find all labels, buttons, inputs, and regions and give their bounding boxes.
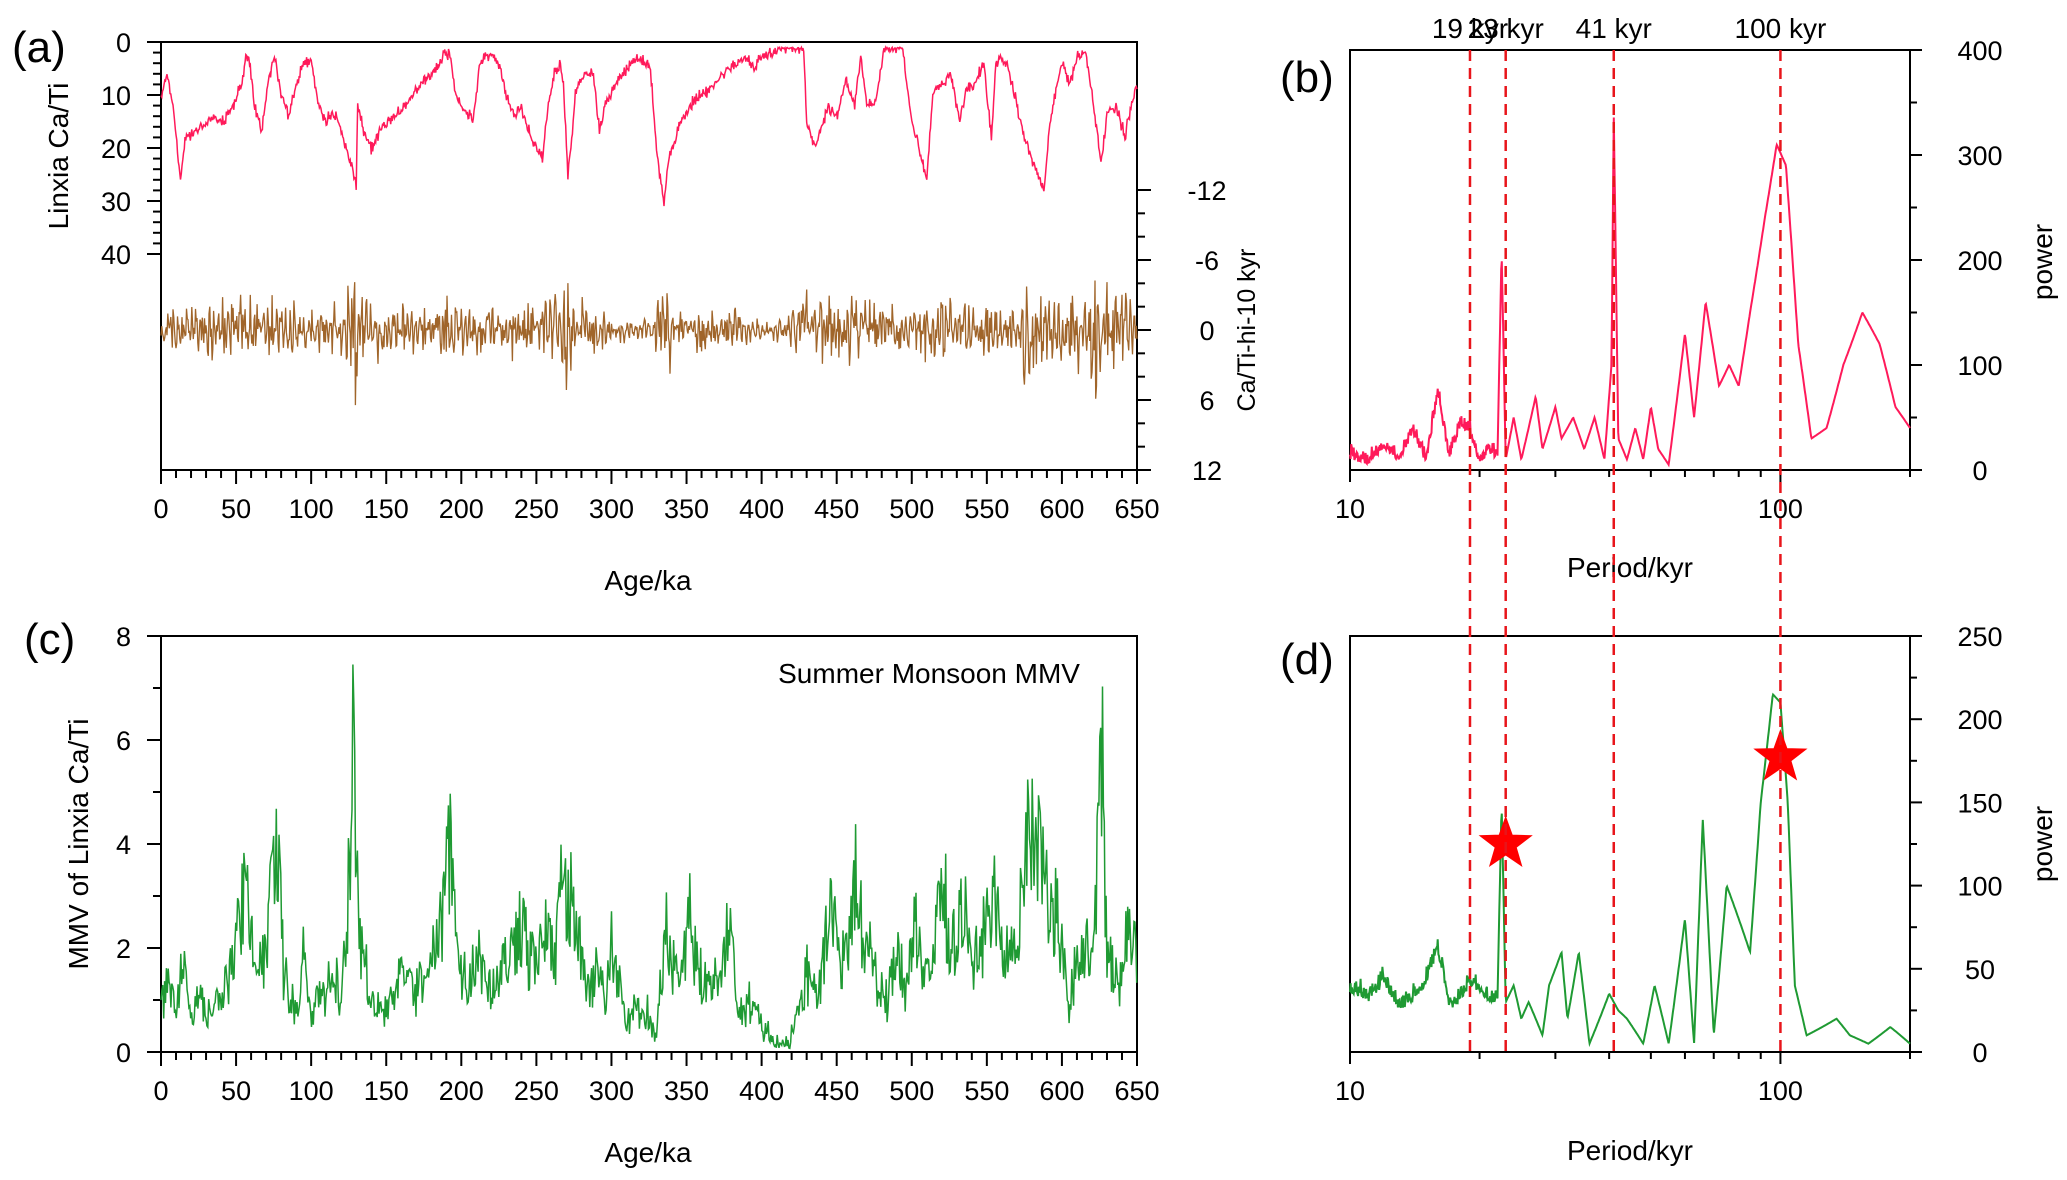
- cati-axis-tick-label: 30: [101, 187, 131, 217]
- panel-d-y-axis: 0 50 100 150 200 250: [1910, 622, 2003, 1068]
- hi-axis-tick-label: 12: [1192, 456, 1222, 486]
- power-axis-b-tick-label: 300: [1957, 141, 2002, 171]
- panel-c-y-axis: 0 2 4 6 8: [116, 622, 161, 1068]
- age-axis-c-tick-label: 100: [289, 1076, 334, 1106]
- period-label: 41 kyr: [1576, 13, 1652, 44]
- age-axis-tick-label: 550: [964, 494, 1009, 524]
- age-axis-tick-label: 500: [889, 494, 934, 524]
- hi-axis-tick-label: 6: [1199, 386, 1214, 416]
- period-label: 100 kyr: [1735, 13, 1827, 44]
- panel-d-frame: [1349, 635, 1911, 1053]
- age-axis-tick-label: 350: [664, 494, 709, 524]
- age-axis-tick-label: 250: [514, 494, 559, 524]
- age-axis-tick-label: 300: [589, 494, 634, 524]
- age-axis-tick-label: 400: [739, 494, 784, 524]
- panel-a-right-axis: -12 -6 0 6 12: [1137, 176, 1227, 486]
- power-axis-b-tick-label: 0: [1972, 456, 1987, 486]
- age-axis-tick-label: 450: [814, 494, 859, 524]
- period-axis-d-tick-label: 100: [1758, 1076, 1803, 1106]
- panel-b-x-axis-title: Period/kyr: [1567, 552, 1693, 583]
- power-axis-d-tick-label: 50: [1965, 955, 1995, 985]
- age-axis-c-tick-label: 500: [889, 1076, 934, 1106]
- power-axis-d-tick-label: 200: [1957, 705, 2002, 735]
- age-axis-c-tick-label: 150: [364, 1076, 409, 1106]
- panel-a-x-axis-title: Age/ka: [604, 565, 692, 596]
- panel-d: (d) 0 50 100 150 200 250 10 100 power Period/k…: [1280, 622, 2058, 1166]
- cati-axis-tick-label: 10: [101, 81, 131, 111]
- age-axis-c-tick-label: 450: [814, 1076, 859, 1106]
- age-axis-tick-label: 650: [1114, 494, 1159, 524]
- power-axis-b-tick-label: 200: [1957, 246, 2002, 276]
- age-axis-c-tick-label: 50: [221, 1076, 251, 1106]
- power-axis-d-tick-label: 0: [1972, 1038, 1987, 1068]
- power-axis-d-tick-label: 150: [1957, 788, 2002, 818]
- power-axis-d-tick-label: 250: [1957, 622, 2002, 652]
- cati-axis-tick-label: 20: [101, 134, 131, 164]
- panel-d-label: (d): [1280, 635, 1334, 684]
- age-axis-c-tick-label: 550: [964, 1076, 1009, 1106]
- star-icon: [1478, 815, 1533, 867]
- age-axis-c-tick-label: 600: [1039, 1076, 1084, 1106]
- period-axis-d-tick-label: 10: [1335, 1076, 1365, 1106]
- mmv-axis-tick-label: 4: [116, 830, 131, 860]
- age-axis-tick-label: 50: [221, 494, 251, 524]
- period-axis-b-tick-label: 10: [1335, 494, 1365, 524]
- series-cati-power-spectrum: [1349, 117, 1911, 468]
- panel-c-y-axis-title: MMV of Linxia Ca/Ti: [63, 718, 94, 969]
- series-linxia-cati-line: [160, 45, 1138, 207]
- panel-a-x-axis: 0 50 100 150 200 250 300 350 400 450 500 550 600 650: [153, 470, 1160, 524]
- age-axis-c-tick-label: 0: [153, 1076, 168, 1106]
- period-guide-lines: [1468, 50, 1782, 1052]
- panel-c-label: (c): [24, 615, 75, 664]
- power-axis-d-tick-label: 100: [1957, 872, 2002, 902]
- mmv-axis-tick-label: 6: [116, 726, 131, 756]
- panel-a: (a) 0 10 20 30 40 -12 -6 0 6 12 0 50 100 150 200 250 3…: [12, 23, 1261, 596]
- panel-c-x-axis-title: Age/ka: [604, 1137, 692, 1168]
- period-label: 23 kyr: [1468, 13, 1544, 44]
- age-axis-tick-label: 100: [289, 494, 334, 524]
- series-mmv-line: [160, 664, 1138, 1050]
- series-mmv-power-spectrum: [1349, 692, 1911, 1048]
- age-axis-tick-label: 200: [439, 494, 484, 524]
- age-axis-tick-label: 600: [1039, 494, 1084, 524]
- panel-b-x-axis: 10 100: [1335, 470, 1911, 524]
- hi-axis-tick-label: -12: [1187, 176, 1226, 206]
- age-axis-tick-label: 0: [153, 494, 168, 524]
- panel-c: (c) 0 2 4 6 8 0 50 100 150 200 250 300 350 400 450 500…: [24, 615, 1160, 1168]
- panel-d-x-axis-title: Period/kyr: [1567, 1135, 1693, 1166]
- hi-axis-tick-label: 0: [1199, 316, 1214, 346]
- panel-d-y-axis-title: power: [2027, 806, 2058, 882]
- age-axis-c-tick-label: 200: [439, 1076, 484, 1106]
- panel-c-x-axis: 0 50 100 150 200 250 300 350 400 450 500 550 600 650: [153, 1052, 1160, 1106]
- panel-a-left-axis: 0 10 20 30 40: [101, 28, 161, 270]
- mmv-axis-tick-label: 8: [116, 622, 131, 652]
- power-axis-b-tick-label: 100: [1957, 351, 2002, 381]
- mmv-axis-tick-label: 2: [116, 934, 131, 964]
- hi-axis-tick-label: -6: [1195, 246, 1219, 276]
- panel-b-label: (b): [1280, 53, 1334, 102]
- chart-c-title: Summer Monsoon MMV: [778, 658, 1080, 689]
- age-axis-c-tick-label: 350: [664, 1076, 709, 1106]
- cati-axis-tick-label: 0: [116, 28, 131, 58]
- mmv-axis-tick-label: 0: [116, 1038, 131, 1068]
- panel-a-left-axis-title: Linxia Ca/Ti: [43, 83, 74, 230]
- age-axis-c-tick-label: 650: [1114, 1076, 1159, 1106]
- panel-b-y-axis-title: power: [2027, 224, 2058, 300]
- age-axis-c-tick-label: 400: [739, 1076, 784, 1106]
- series-cati-hi-line: [160, 280, 1138, 406]
- panel-a-right-axis-title: Ca/Ti-hi-10 kyr: [1233, 249, 1261, 412]
- power-axis-b-tick-label: 400: [1957, 36, 2002, 66]
- age-axis-c-tick-label: 250: [514, 1076, 559, 1106]
- panel-a-frame: [160, 41, 1138, 471]
- panel-a-label: (a): [12, 23, 66, 72]
- panel-b-y-axis: 0 100 200 300 400: [1910, 36, 2003, 486]
- age-axis-tick-label: 150: [364, 494, 409, 524]
- period-label: 19 kyr: [1432, 13, 1508, 44]
- cati-axis-tick-label: 40: [101, 240, 131, 270]
- age-axis-c-tick-label: 300: [589, 1076, 634, 1106]
- panel-d-x-axis: 10 100: [1335, 1052, 1911, 1106]
